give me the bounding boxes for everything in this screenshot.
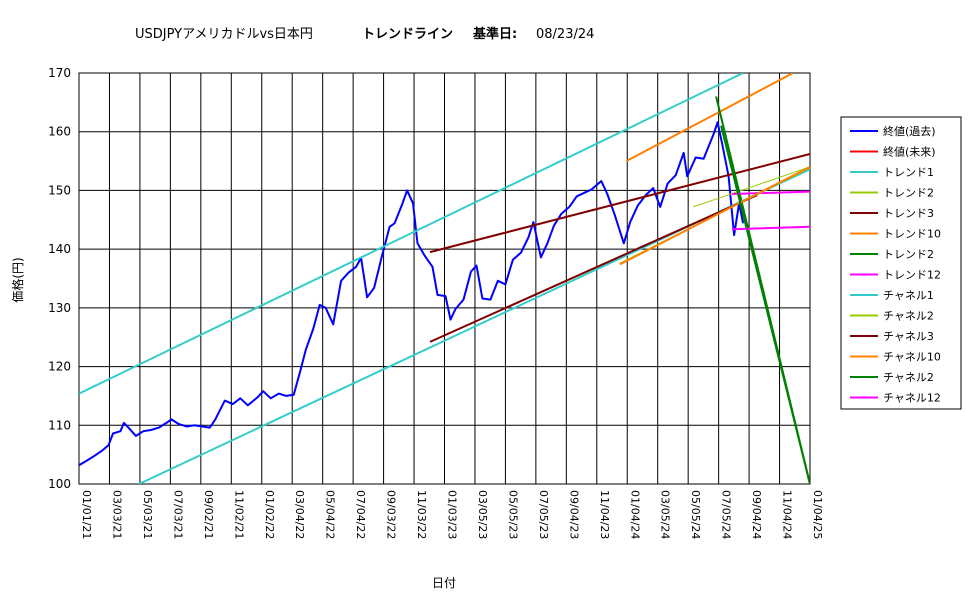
y-tick-label: 150 bbox=[48, 183, 71, 197]
x-tick-label: 01/04/24 bbox=[628, 490, 641, 539]
legend-label: 終値(過去) bbox=[883, 124, 936, 138]
x-tick-label: 07/05/24 bbox=[720, 490, 733, 539]
legend-label: チャネル12 bbox=[883, 392, 941, 405]
x-tick-label: 03/05/24 bbox=[659, 490, 672, 539]
x-tick-label: 05/05/23 bbox=[506, 490, 519, 539]
series-line-4 bbox=[429, 153, 810, 254]
series-line-7 bbox=[732, 190, 810, 195]
legend-label: トレンド2 bbox=[883, 248, 934, 261]
legend-label: トレンド10 bbox=[883, 228, 941, 241]
y-tick-label: 140 bbox=[48, 242, 71, 256]
x-tick-label: 05/04/22 bbox=[324, 490, 337, 539]
x-tick-label: 09/02/21 bbox=[202, 490, 215, 539]
legend-label: チャネル2 bbox=[883, 371, 934, 384]
gridlines bbox=[79, 73, 810, 484]
legend-label: チャネル3 bbox=[883, 330, 934, 343]
series-layer bbox=[79, 73, 810, 484]
series-line-5 bbox=[625, 73, 794, 162]
x-tick-label: 07/05/23 bbox=[537, 490, 550, 539]
y-axis-label: 価格(円) bbox=[10, 257, 25, 302]
y-tick-label: 160 bbox=[48, 125, 71, 139]
x-tick-label: 05/03/21 bbox=[141, 490, 154, 539]
x-tick-label: 11/04/24 bbox=[781, 490, 794, 539]
series-line-13 bbox=[732, 225, 810, 231]
x-tick-label: 01/01/21 bbox=[80, 490, 93, 539]
legend-label: チャネル1 bbox=[883, 289, 934, 302]
legend-label: トレンド12 bbox=[883, 269, 941, 282]
chart-title: USDJPYアメリカドルvs日本円 bbox=[135, 27, 313, 42]
series-line-11 bbox=[619, 166, 810, 266]
series-line-3 bbox=[693, 166, 810, 208]
series-line-10 bbox=[429, 194, 758, 343]
legend-label: 終値(未来) bbox=[883, 145, 936, 159]
legend-label: トレンド2 bbox=[883, 187, 934, 200]
x-tick-label: 09/03/22 bbox=[385, 490, 398, 539]
x-tick-label: 09/04/23 bbox=[567, 490, 580, 539]
x-tick-label: 03/03/21 bbox=[110, 490, 123, 539]
x-tick-label: 03/05/23 bbox=[476, 490, 489, 539]
x-tick-label: 09/04/24 bbox=[750, 490, 763, 539]
x-axis-label: 日付 bbox=[432, 576, 456, 590]
series-line-0 bbox=[79, 121, 745, 467]
x-tick-label: 07/04/22 bbox=[354, 490, 367, 539]
x-tick-label: 11/02/21 bbox=[232, 490, 245, 539]
legend-label: トレンド1 bbox=[883, 166, 934, 179]
x-tick-label: 05/05/24 bbox=[689, 490, 702, 539]
y-axis-ticks: 100 110 120 130 140 150 160 170 bbox=[48, 66, 71, 491]
y-tick-label: 120 bbox=[48, 360, 71, 374]
y-tick-label: 130 bbox=[48, 301, 71, 315]
x-tick-label: 01/04/25 bbox=[811, 490, 824, 539]
legend-entries: 終値(過去) 終値(未来) トレンド1 トレンド2 トレンド3 トレンド10 トレンド2 トレ… bbox=[850, 124, 941, 405]
legend-label: チャネル10 bbox=[883, 351, 941, 364]
chart-subtitle-trend: トレンドライン bbox=[362, 27, 453, 42]
y-tick-label: 100 bbox=[48, 477, 71, 491]
x-tick-label: 01/03/23 bbox=[446, 490, 459, 539]
chart-base-label: 基準日: bbox=[472, 26, 517, 42]
legend-label: トレンド3 bbox=[883, 207, 934, 220]
x-tick-label: 01/02/22 bbox=[263, 490, 276, 539]
legend-label: チャネル2 bbox=[883, 310, 934, 323]
series-line-12 bbox=[720, 125, 810, 484]
chart-base-date: 08/23/24 bbox=[536, 27, 594, 42]
y-tick-label: 170 bbox=[48, 66, 71, 80]
x-tick-label: 11/03/22 bbox=[415, 490, 428, 539]
y-tick-label: 110 bbox=[48, 418, 71, 432]
x-tick-label: 11/04/23 bbox=[598, 490, 611, 539]
series-line-2 bbox=[79, 73, 744, 395]
x-tick-label: 03/04/22 bbox=[293, 490, 306, 539]
x-tick-label: 07/03/21 bbox=[171, 490, 184, 539]
x-axis-ticks: 01/01/21 03/03/21 05/03/21 07/03/21 09/02/21… bbox=[80, 490, 824, 539]
legend bbox=[840, 116, 962, 410]
